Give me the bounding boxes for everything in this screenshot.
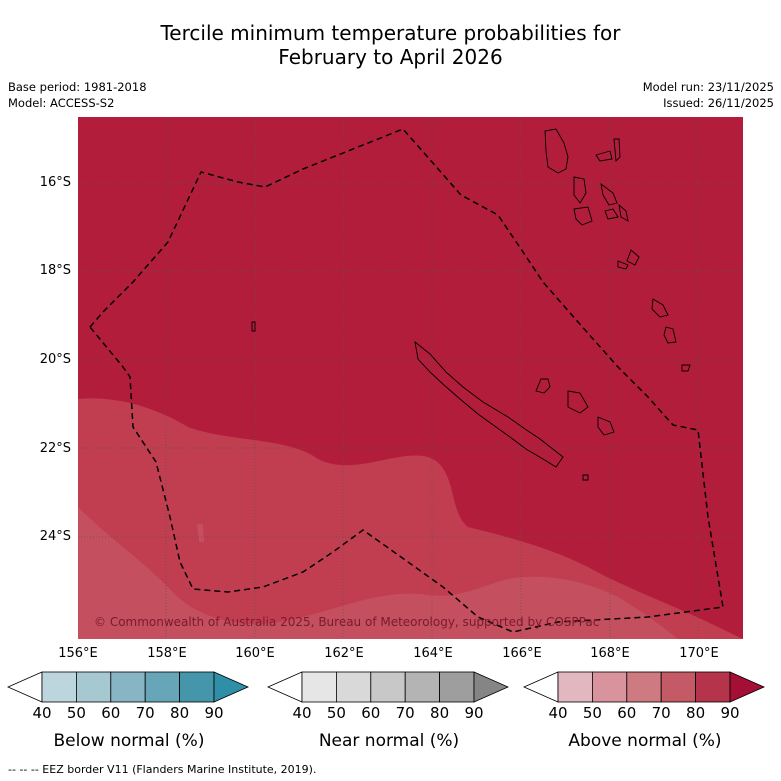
- lat-label-18s: 18°S: [39, 263, 71, 278]
- new-caledonia: [414, 340, 564, 468]
- legend-below-arrow-left: [7, 671, 43, 703]
- legend-above-tick-60: 60: [617, 704, 637, 722]
- legend-above-box-1: [592, 671, 628, 703]
- legend-above-box-2: [626, 671, 662, 703]
- graticule: [78, 117, 743, 639]
- issued-date: Issued: 26/11/2025: [663, 96, 774, 110]
- legend-title-near: Near normal (%): [318, 731, 460, 751]
- legend-above-tick-70: 70: [651, 704, 671, 722]
- map-canvas: © Commonwealth of Australia 2025, Bureau…: [78, 117, 743, 639]
- legend-near-arrow-left: [267, 671, 303, 703]
- legend-below-box-0: [41, 671, 77, 703]
- legend-above-box-4: [695, 671, 731, 703]
- lon-label-158e: 158°E: [147, 646, 187, 661]
- lat-label-20s: 20°S: [39, 352, 71, 367]
- above-60-70-region: [78, 507, 678, 639]
- lon-label-156e: 156°E: [58, 646, 98, 661]
- legend-near-box-3: [404, 671, 441, 703]
- eez-footnote: -- -- -- EEZ border V11 (Flanders Marine…: [8, 763, 317, 776]
- legend-colorbars: [7, 671, 765, 703]
- legend-above-box-0: [557, 671, 593, 703]
- legend-below-box-2: [110, 671, 146, 703]
- legend-title-above: Above normal (%): [568, 731, 722, 751]
- legend-above-tick-50: 50: [582, 704, 602, 722]
- legend-below-box-4: [179, 671, 215, 703]
- base-period: Base period: 1981-2018: [8, 80, 147, 94]
- title-line-1: Tercile minimum temperature probabilitie…: [160, 21, 621, 45]
- model-run: Model run: 23/11/2025: [642, 80, 774, 94]
- forecast-map: © Commonwealth of Australia 2025, Bureau…: [78, 117, 743, 639]
- islands: [251, 128, 691, 481]
- legend-below-tick-60: 60: [101, 704, 121, 722]
- small-patch: [197, 524, 204, 542]
- eez-border: [89, 128, 724, 633]
- legend-near-tick-90: 90: [464, 704, 484, 722]
- lon-label-168e: 168°E: [590, 646, 630, 661]
- legend-near-arrow-right: [473, 671, 509, 703]
- lon-label-164e: 164°E: [413, 646, 453, 661]
- legend-title-below: Below normal (%): [53, 731, 205, 751]
- copyright-text: © Commonwealth of Australia 2025, Bureau…: [94, 615, 599, 629]
- legend-near-box-2: [370, 671, 406, 703]
- legend-near-tick-80: 80: [430, 704, 450, 722]
- legend-below-tick-70: 70: [135, 704, 155, 722]
- lon-label-162e: 162°E: [324, 646, 364, 661]
- legend-near-box-1: [335, 671, 372, 703]
- legend-above-box-3: [660, 671, 697, 703]
- legend-below-box-3: [144, 671, 180, 703]
- legend-below-tick-40: 40: [32, 704, 52, 722]
- legend-near-tick-40: 40: [292, 704, 312, 722]
- legend-below-tick-90: 90: [204, 704, 224, 722]
- legend-below-box-1: [76, 671, 112, 703]
- legend-near-tick-50: 50: [326, 704, 346, 722]
- lon-label-160e: 160°E: [235, 646, 275, 661]
- lon-label-166e: 166°E: [502, 646, 542, 661]
- model-name: Model: ACCESS-S2: [8, 96, 115, 110]
- legend-above-tick-80: 80: [686, 704, 706, 722]
- title-line-2: February to April 2026: [278, 45, 503, 69]
- legend-near-tick-60: 60: [361, 704, 381, 722]
- legend-near-box-0: [301, 671, 337, 703]
- legend-below-tick-50: 50: [66, 704, 86, 722]
- lat-label-22s: 22°S: [39, 441, 71, 456]
- legend-above-arrow-right: [729, 671, 765, 703]
- legend-above-tick-40: 40: [548, 704, 568, 722]
- legend-above-arrow-left: [523, 671, 559, 703]
- legend-below-arrow-right: [213, 671, 249, 703]
- lat-label-16s: 16°S: [39, 175, 71, 190]
- legend-near-tick-70: 70: [395, 704, 415, 722]
- legend-near-box-4: [439, 671, 475, 703]
- lon-label-170e: 170°E: [679, 646, 719, 661]
- above-70-80-region: [78, 398, 743, 639]
- lat-label-24s: 24°S: [39, 529, 71, 544]
- legend-below-tick-80: 80: [170, 704, 190, 722]
- legend-above-tick-90: 90: [720, 704, 740, 722]
